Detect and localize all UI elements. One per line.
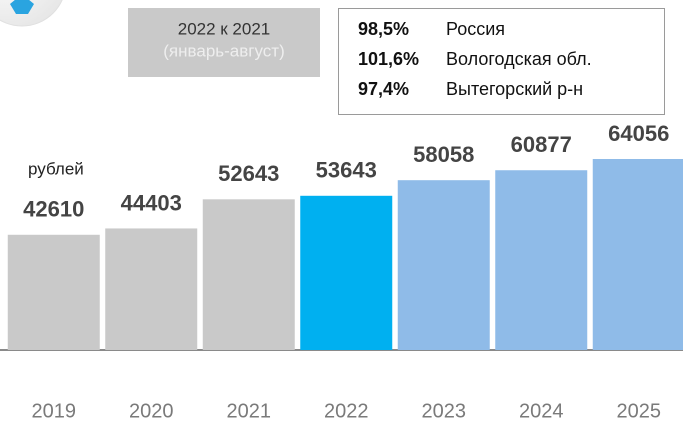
unit-label: рублей (28, 159, 84, 178)
x-tick-label: 2025 (617, 400, 662, 422)
x-tick-label: 2021 (227, 400, 272, 422)
comparison-name: Россия (446, 19, 505, 39)
bar (592, 159, 683, 350)
logo-shape (10, 0, 34, 14)
x-tick-label: 2024 (519, 400, 564, 422)
value-label: 53643 (316, 158, 377, 183)
value-label: 58058 (413, 142, 474, 167)
bar (397, 180, 490, 350)
comparison-box (338, 8, 665, 115)
bar (202, 199, 295, 350)
x-tick-label: 2022 (324, 400, 369, 422)
bar (495, 170, 588, 350)
period-box (128, 8, 320, 77)
bar (7, 234, 100, 350)
x-tick-label: 2020 (129, 400, 174, 422)
value-label: 42610 (23, 197, 84, 222)
comparison-value: 97,4% (358, 79, 409, 99)
x-tick-label: 2023 (422, 400, 467, 422)
value-label: 52643 (218, 161, 279, 186)
value-label: 44403 (121, 190, 182, 215)
comparison-name: Вологодская обл. (446, 49, 592, 69)
comparison-name: Вытегорский р-н (446, 79, 583, 99)
period-title: 2022 к 2021 (178, 19, 271, 38)
bar (105, 228, 198, 350)
bar (300, 195, 393, 350)
comparison-value: 98,5% (358, 19, 409, 39)
value-label: 64056 (608, 121, 669, 146)
value-label: 60877 (511, 132, 572, 157)
comparison-value: 101,6% (358, 49, 419, 69)
x-tick-label: 2019 (32, 400, 77, 422)
period-subtitle: (январь-август) (163, 41, 284, 60)
